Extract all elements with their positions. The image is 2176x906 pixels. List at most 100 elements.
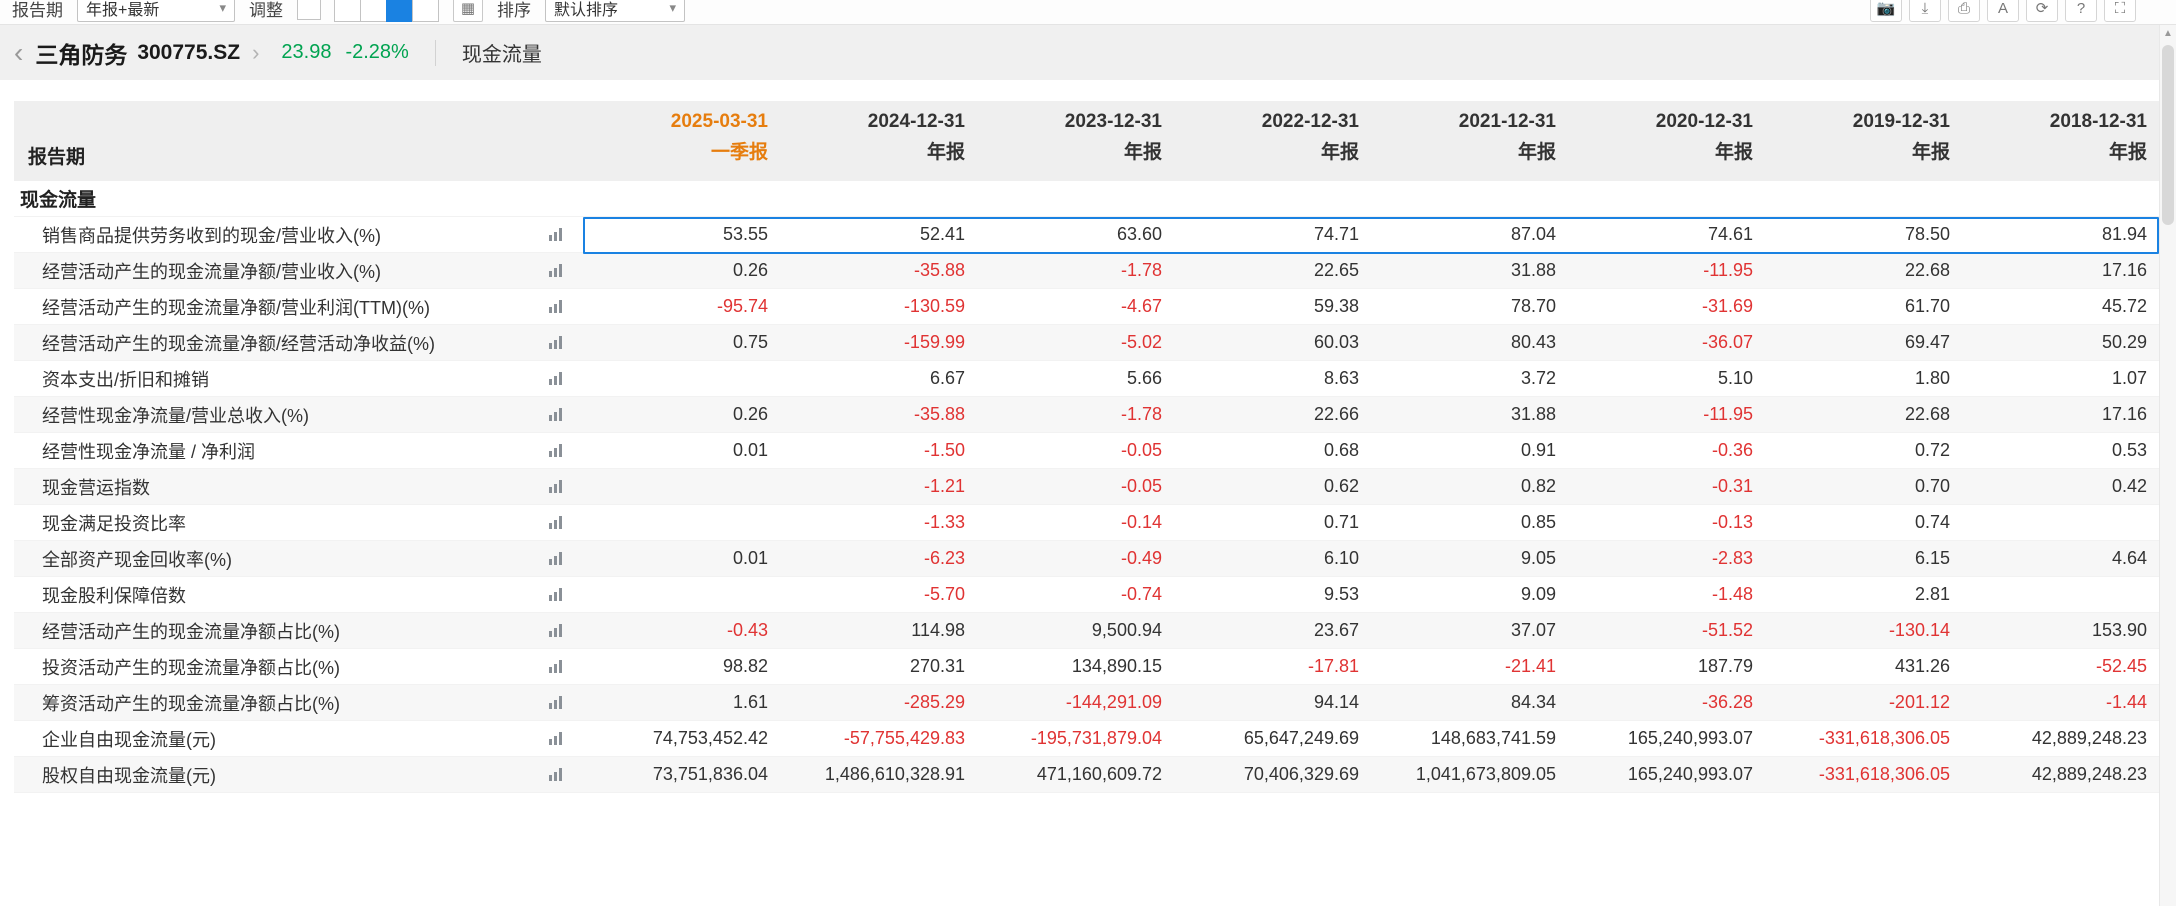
table-cell[interactable]: -52.45 — [2095, 656, 2147, 676]
refresh-icon[interactable]: ⟳ — [2026, 0, 2058, 22]
table-cell[interactable]: 0.74 — [1914, 512, 1950, 532]
table-cell[interactable]: -1.78 — [1120, 404, 1162, 424]
table-cell[interactable]: 4.64 — [2111, 548, 2147, 568]
back-chevron-icon[interactable]: ‹ — [14, 36, 24, 68]
table-cell[interactable]: -4.67 — [1120, 296, 1162, 316]
table-row[interactable]: 销售商品提供劳务收到的现金/营业收入(%) 53.55 52.41 63.60 74.7… — [14, 217, 2159, 253]
table-cell[interactable]: 74.71 — [1313, 224, 1359, 244]
table-cell[interactable]: 0.53 — [2111, 440, 2147, 460]
table-cell[interactable]: -5.02 — [1120, 332, 1162, 352]
table-cell[interactable]: 3.72 — [1520, 368, 1556, 388]
table-cell[interactable]: -31.69 — [1701, 296, 1753, 316]
table-cell[interactable]: -0.36 — [1711, 440, 1753, 460]
table-cell[interactable]: -35.88 — [913, 404, 965, 424]
table-cell[interactable]: 80.43 — [1510, 332, 1556, 352]
bar-chart-icon[interactable] — [548, 335, 563, 350]
table-cell[interactable]: 69.47 — [1904, 332, 1950, 352]
table-cell[interactable]: 114.98 — [911, 620, 965, 640]
table-cell[interactable]: 471,160,609.72 — [1036, 764, 1162, 784]
sort-select[interactable]: 默认排序 ▾ — [545, 0, 685, 22]
table-cell[interactable]: -57,755,429.83 — [843, 728, 965, 748]
table-cell[interactable]: 9.05 — [1520, 548, 1556, 568]
table-cell[interactable]: 81.94 — [2101, 224, 2147, 244]
bar-chart-icon[interactable] — [548, 263, 563, 278]
table-cell[interactable]: -17.81 — [1307, 656, 1359, 676]
table-cell[interactable]: 98.82 — [722, 656, 768, 676]
table-cell[interactable]: 0.42 — [2111, 476, 2147, 496]
table-cell[interactable]: -11.95 — [1703, 260, 1753, 280]
column-header[interactable]: 2021-12-31 年报 — [1371, 101, 1568, 181]
table-cell[interactable]: 87.04 — [1510, 224, 1556, 244]
table-cell[interactable]: -6.23 — [923, 548, 965, 568]
table-view-button[interactable]: ▦ — [453, 0, 483, 22]
table-cell[interactable]: 37.07 — [1510, 620, 1556, 640]
table-cell[interactable]: 78.70 — [1510, 296, 1556, 316]
table-cell[interactable]: 431.26 — [1894, 656, 1950, 676]
table-row[interactable]: 企业自由现金流量(元) 74,753,452.42 -57,755,429.83 -1… — [14, 721, 2159, 757]
bar-chart-icon[interactable] — [548, 659, 563, 674]
table-cell[interactable]: 0.85 — [1520, 512, 1556, 532]
bar-chart-icon[interactable] — [548, 623, 563, 638]
column-header[interactable]: 2023-12-31 年报 — [977, 101, 1174, 181]
table-cell[interactable]: -36.28 — [1701, 692, 1753, 712]
table-cell[interactable]: 9,500.94 — [1091, 620, 1162, 640]
table-cell[interactable]: -36.07 — [1701, 332, 1753, 352]
table-cell[interactable]: -1.44 — [2105, 692, 2147, 712]
column-header[interactable]: 2020-12-31 年报 — [1568, 101, 1765, 181]
table-cell[interactable]: 6.15 — [1914, 548, 1950, 568]
table-cell[interactable]: -0.74 — [1120, 584, 1162, 604]
bar-chart-icon[interactable] — [548, 227, 563, 242]
table-cell[interactable]: 59.38 — [1313, 296, 1359, 316]
table-cell[interactable]: 0.71 — [1323, 512, 1359, 532]
scrollbar-up-arrow-icon[interactable]: ▲ — [2163, 28, 2173, 39]
column-header[interactable]: 2019-12-31 年报 — [1765, 101, 1962, 181]
table-cell[interactable]: 74,753,452.42 — [652, 728, 768, 748]
report-period-select[interactable]: 年报+最新 ▾ — [77, 0, 235, 22]
table-cell[interactable]: 0.26 — [732, 404, 768, 424]
table-cell[interactable]: 52.41 — [919, 224, 965, 244]
table-cell[interactable]: -95.74 — [716, 296, 768, 316]
table-cell[interactable]: -35.88 — [913, 260, 965, 280]
table-cell[interactable] — [583, 505, 780, 540]
table-row[interactable]: 经营性现金净流量 / 净利润 0.01 -1.50 -0.05 0.68 0.91 -0.3… — [14, 433, 2159, 469]
table-cell[interactable]: 17.16 — [2101, 404, 2147, 424]
table-row[interactable]: 现金股利保障倍数 -5.70 -0.74 9.53 9.09 -1.48 2.81 — [14, 577, 2159, 613]
column-header[interactable]: 2018-12-31 年报 — [1962, 101, 2159, 181]
table-cell[interactable]: 61.70 — [1904, 296, 1950, 316]
table-row[interactable]: 经营活动产生的现金流量净额/经营活动净收益(%) 0.75 -159.99 -5.02… — [14, 325, 2159, 361]
table-cell[interactable]: 53.55 — [722, 224, 768, 244]
table-cell[interactable] — [1962, 577, 2159, 612]
table-cell[interactable]: -0.14 — [1120, 512, 1162, 532]
table-cell[interactable]: 84.34 — [1510, 692, 1556, 712]
table-cell[interactable]: 0.82 — [1520, 476, 1556, 496]
table-cell[interactable]: 0.75 — [732, 332, 768, 352]
table-row[interactable]: 全部资产现金回收率(%) 0.01 -6.23 -0.49 6.10 9.05 -2.83 6… — [14, 541, 2159, 577]
table-row[interactable]: 资本支出/折旧和摊销 6.67 5.66 8.63 3.72 5.10 1.80 1.07 — [14, 361, 2159, 397]
table-cell[interactable]: 60.03 — [1313, 332, 1359, 352]
bar-chart-icon[interactable] — [548, 731, 563, 746]
table-cell[interactable]: 9.53 — [1323, 584, 1359, 604]
table-cell[interactable]: 22.66 — [1313, 404, 1359, 424]
table-cell[interactable]: -0.43 — [726, 620, 768, 640]
table-cell[interactable]: 134,890.15 — [1071, 656, 1162, 676]
table-cell[interactable]: 187.79 — [1697, 656, 1753, 676]
table-cell[interactable]: 2.81 — [1914, 584, 1950, 604]
view-segment-1[interactable] — [334, 0, 361, 22]
table-cell[interactable]: -331,618,306.05 — [1818, 764, 1950, 784]
camera-icon[interactable]: 📷 — [1870, 0, 1902, 22]
table-cell[interactable]: -159.99 — [903, 332, 965, 352]
column-header[interactable]: 2024-12-31 年报 — [780, 101, 977, 181]
table-cell[interactable]: 1.61 — [732, 692, 768, 712]
table-cell[interactable]: 0.01 — [732, 440, 768, 460]
table-row[interactable]: 经营活动产生的现金流量净额占比(%) -0.43 114.98 9,500.94 23.… — [14, 613, 2159, 649]
forward-chevron-icon[interactable]: › — [252, 39, 260, 65]
table-cell[interactable]: 9.09 — [1520, 584, 1556, 604]
table-cell[interactable]: -0.05 — [1120, 440, 1162, 460]
table-cell[interactable]: 94.14 — [1313, 692, 1359, 712]
table-cell[interactable]: 78.50 — [1904, 224, 1950, 244]
bar-chart-icon[interactable] — [548, 551, 563, 566]
table-cell[interactable]: 8.63 — [1323, 368, 1359, 388]
table-row[interactable]: 经营活动产生的现金流量净额/营业利润(TTM)(%) -95.74 -130.59 -… — [14, 289, 2159, 325]
font-size-icon[interactable]: A — [1987, 0, 2019, 22]
table-cell[interactable]: 22.68 — [1904, 404, 1950, 424]
